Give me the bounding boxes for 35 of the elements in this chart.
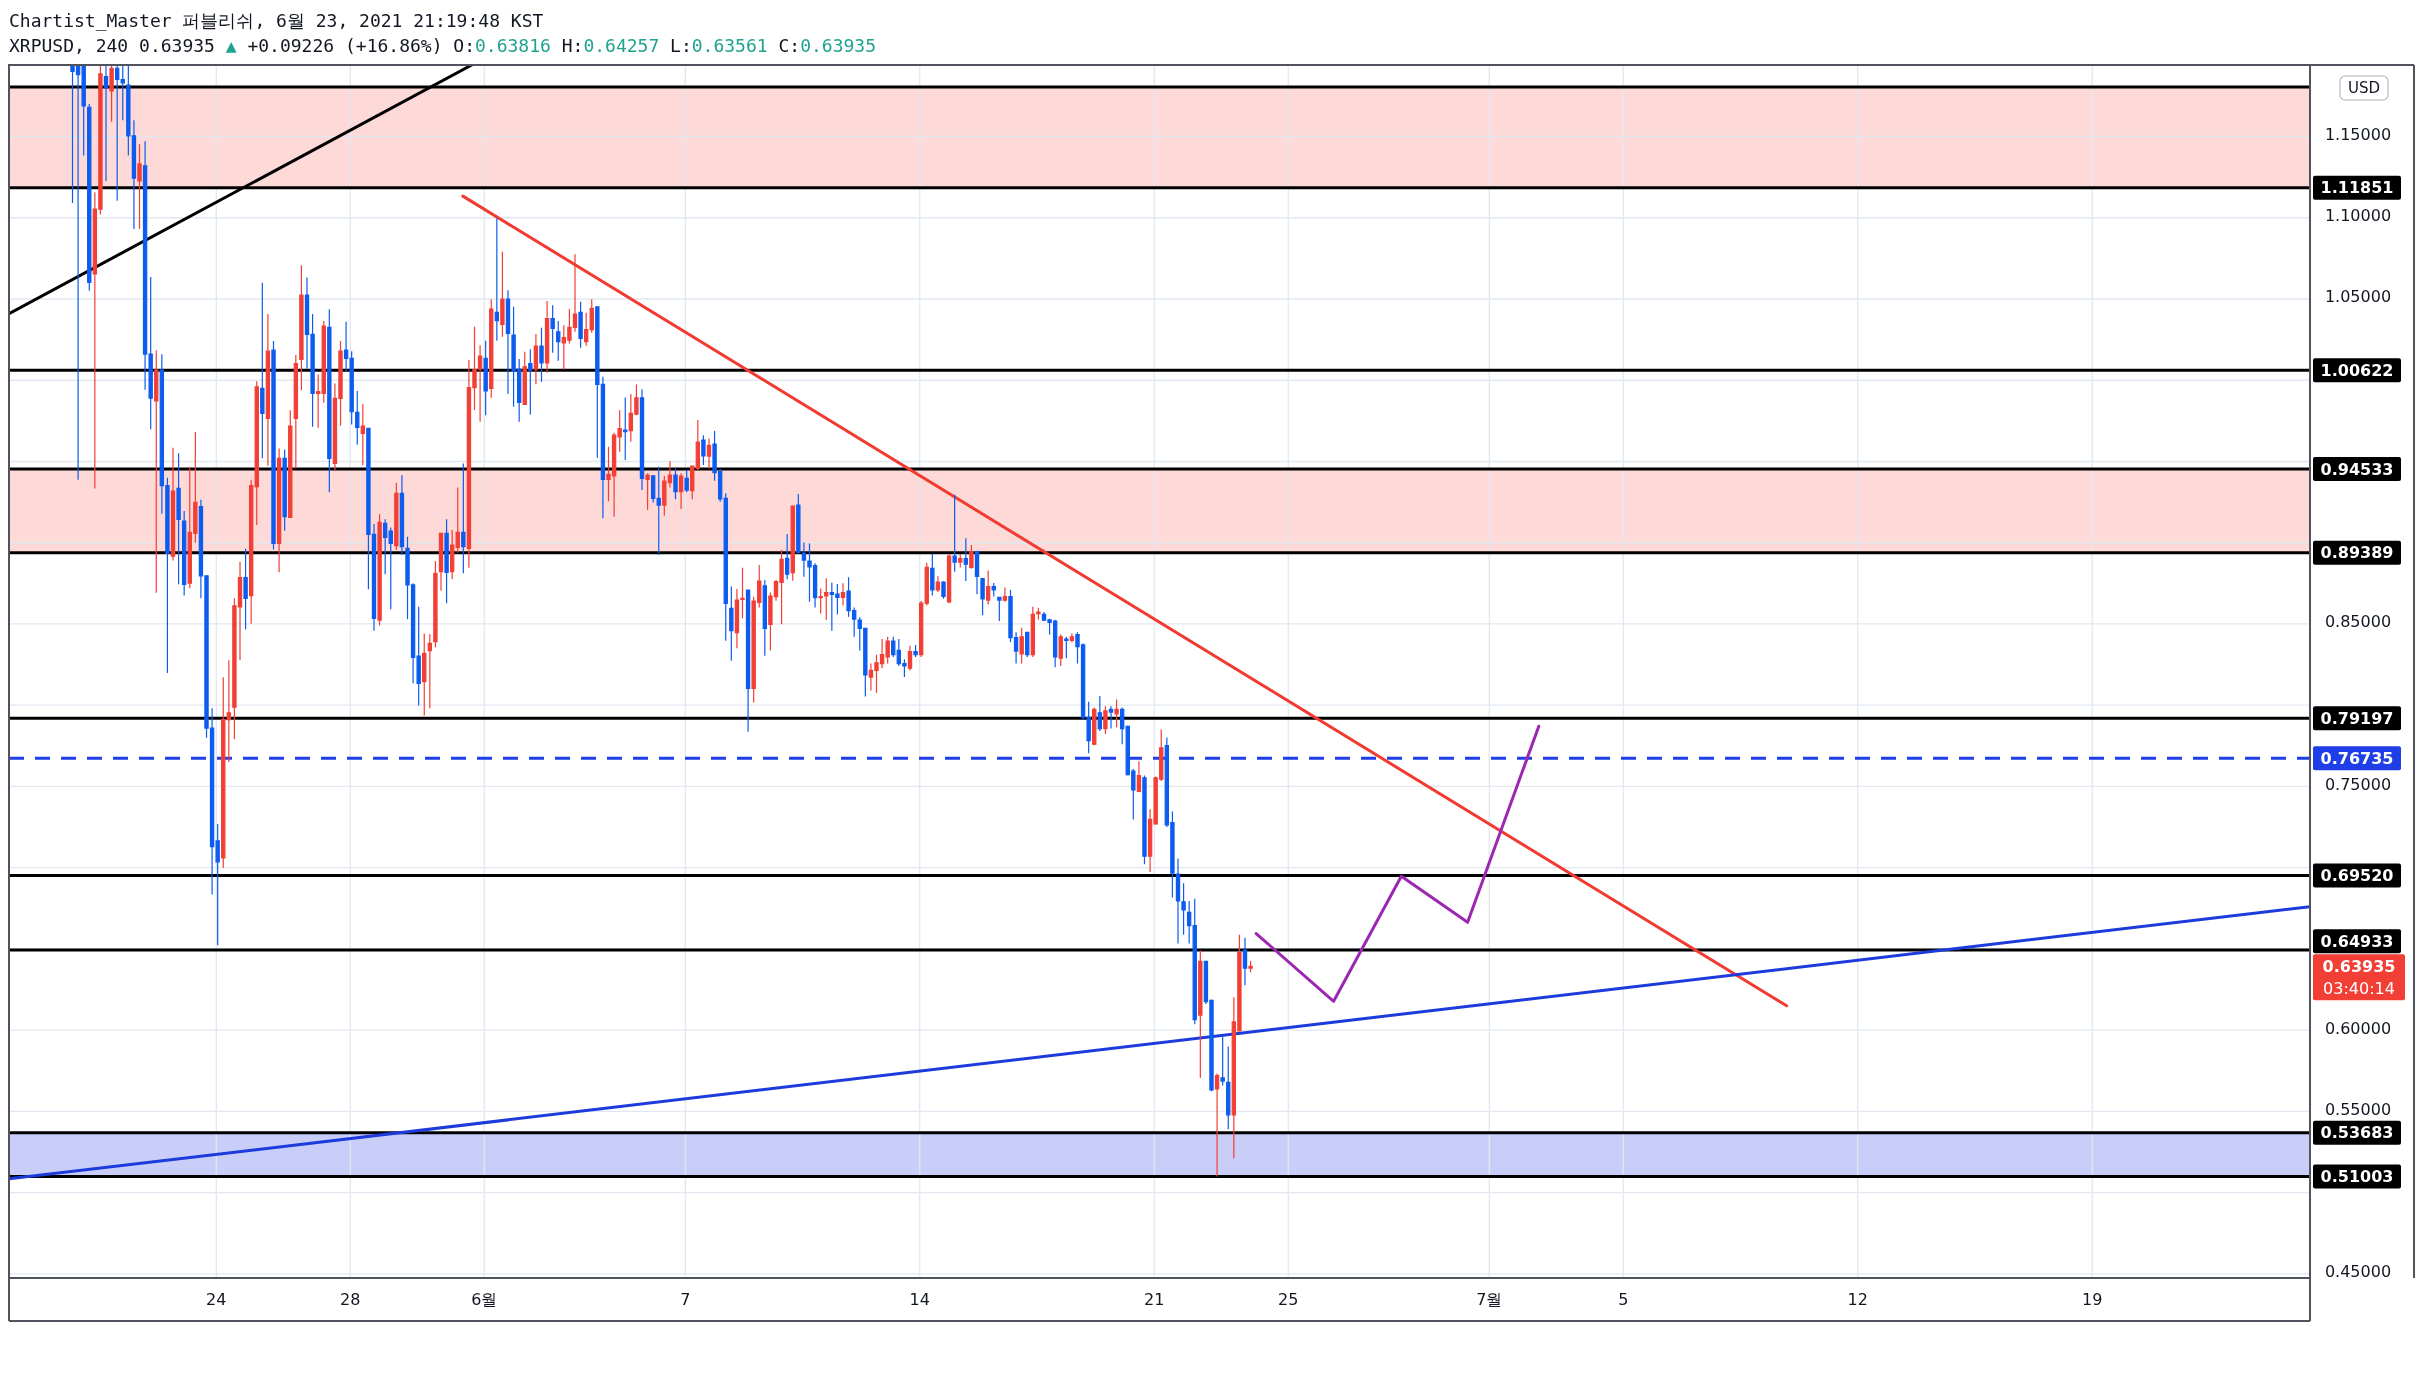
- ref-line-label: 0.79197: [2320, 708, 2394, 728]
- text: 03:40:14: [2323, 978, 2395, 998]
- ref-line-label: 0.94533: [2320, 459, 2394, 479]
- y-tick-label: 1.10000: [2324, 206, 2392, 226]
- y-tick-label: 0.85000: [2324, 612, 2392, 632]
- x-tick-label: 21: [1144, 1289, 1165, 1309]
- x-tick-label: 6월: [471, 1289, 498, 1309]
- y-tick-label: 0.55000: [2324, 1099, 2392, 1119]
- y-tick-label: 1.05000: [2324, 287, 2392, 307]
- ref-line-label: 1.11851: [2320, 178, 2394, 198]
- ref-line-label: 0.53683: [2320, 1123, 2394, 1143]
- y-tick-label: 0.45000: [2324, 1262, 2392, 1282]
- ref-line-label: 0.51003: [2320, 1166, 2394, 1186]
- x-tick-label: 12: [1847, 1289, 1868, 1309]
- x-tick-label: 24: [206, 1289, 227, 1309]
- x-tick-label: 7월: [1476, 1289, 1503, 1309]
- text: USD: [2347, 79, 2381, 97]
- y-tick-label: 0.75000: [2324, 774, 2392, 794]
- x-tick-label: 25: [1278, 1289, 1299, 1309]
- x-tick-label: 28: [340, 1289, 361, 1309]
- ref-line-label: 0.89389: [2320, 543, 2394, 563]
- ref-line-label: 0.76735: [2320, 748, 2394, 768]
- x-tick-label: 5: [1618, 1289, 1629, 1309]
- y-tick-label: 1.15000: [2324, 125, 2392, 144]
- chart-title: Chartist_Master 퍼블리쉬, 6월 23, 2021 21:19:48 KST: [9, 10, 544, 31]
- x-tick-label: 19: [2082, 1289, 2103, 1309]
- x-tick-label: 7: [680, 1289, 691, 1309]
- text: XRPUSD, 240 0.63935 ▲ +0.09226 (+16.86%) O:0.63816 H:0.64257 L:0.63561 C:: [9, 35, 801, 56]
- ref-line-label: 1.00622: [2320, 360, 2394, 380]
- text: 0.63935: [2322, 956, 2396, 976]
- ref-line-label: 0.64933: [2320, 931, 2394, 951]
- y-tick-label: 0.60000: [2324, 1018, 2392, 1038]
- x-tick-label: 14: [909, 1289, 930, 1309]
- text: 0.63935: [800, 35, 876, 56]
- ref-line-label: 0.69520: [2320, 866, 2394, 886]
